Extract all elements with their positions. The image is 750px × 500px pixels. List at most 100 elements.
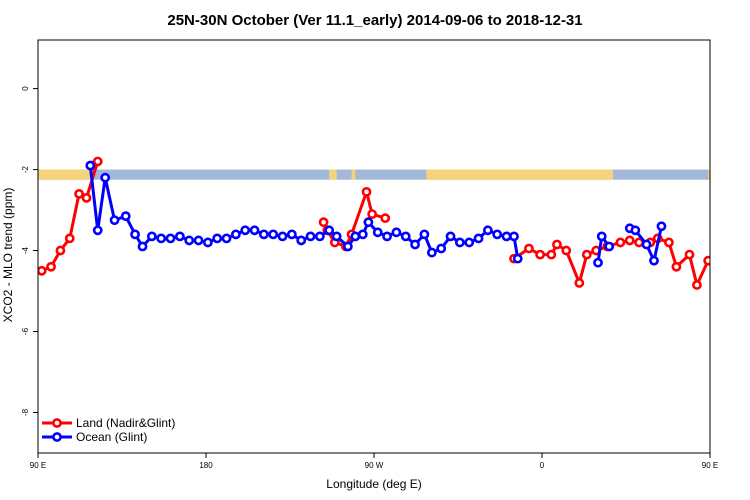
data-point <box>258 229 269 240</box>
data-point <box>419 229 430 240</box>
data-point <box>165 233 176 244</box>
data-point <box>296 235 307 246</box>
data-point <box>454 237 465 248</box>
data-point <box>482 225 493 236</box>
data-point <box>212 233 223 244</box>
data-point <box>156 233 167 244</box>
data-point <box>357 229 368 240</box>
ocean-band <box>38 169 710 180</box>
data-point <box>561 245 572 256</box>
data-point <box>734 247 741 254</box>
data-point <box>501 231 512 242</box>
data-point <box>318 217 329 228</box>
data-point <box>546 249 557 260</box>
data-point <box>286 229 297 240</box>
chart-title: 25N-30N October (Ver 11.1_early) 2014-09… <box>167 12 582 29</box>
data-point <box>202 237 213 248</box>
data-point <box>120 211 131 222</box>
data-point <box>268 229 279 240</box>
data-point <box>596 231 607 242</box>
data-point <box>615 237 626 248</box>
data-point <box>55 245 66 256</box>
data-point <box>184 235 195 246</box>
data-point <box>714 267 721 274</box>
data-point <box>342 241 353 252</box>
data-point <box>649 255 659 266</box>
data-point <box>363 217 374 228</box>
legend-marker <box>52 418 62 428</box>
data-point <box>137 241 148 252</box>
x-tick-label: 90 E <box>702 461 718 470</box>
data-point <box>146 231 157 242</box>
data-point <box>509 231 519 242</box>
data-point <box>630 225 641 236</box>
data-point <box>445 231 456 242</box>
series-line <box>513 236 710 287</box>
data-point <box>130 229 140 240</box>
x-tick-label: 0 <box>540 461 545 470</box>
data-point <box>46 261 56 272</box>
data-point <box>109 215 120 226</box>
legend-label: Land (Nadir&Glint) <box>76 416 175 430</box>
data-point <box>671 261 682 272</box>
data-point <box>692 280 702 290</box>
data-point <box>464 237 475 248</box>
data-point <box>305 231 316 242</box>
data-point <box>703 255 710 266</box>
data-point <box>85 160 96 171</box>
data-point <box>221 233 232 244</box>
legend-marker <box>52 432 62 442</box>
y-tick-label: -2 <box>21 165 30 173</box>
land-band-segment <box>708 169 710 180</box>
data-point <box>350 231 361 242</box>
x-tick-label: 180 <box>199 461 213 470</box>
data-point <box>723 263 730 270</box>
legend: Land (Nadir&Glint)Ocean (Glint) <box>42 416 175 444</box>
x-axis-label: Longitude (deg E) <box>326 477 421 491</box>
y-axis-label: XCO2 - MLO trend (ppm) <box>1 188 15 323</box>
data-point <box>372 227 383 238</box>
data-point <box>249 225 260 236</box>
data-point <box>38 265 47 276</box>
data-point <box>436 243 447 254</box>
data-point <box>391 227 402 238</box>
data-point <box>581 249 592 260</box>
legend-label: Ocean (Glint) <box>76 430 147 444</box>
data-point <box>535 249 546 260</box>
data-point <box>367 209 378 220</box>
y-tick-label: -4 <box>21 246 30 254</box>
data-point <box>552 239 562 250</box>
data-point <box>426 247 437 258</box>
y-tick-label: -6 <box>21 327 30 335</box>
land-band-segment <box>38 169 91 180</box>
data-point <box>380 213 391 224</box>
data-point <box>64 233 75 244</box>
land-band-segment <box>426 169 613 180</box>
data-point <box>684 249 695 260</box>
series-ocean <box>85 160 667 268</box>
data-point <box>174 231 185 242</box>
surface-type-band <box>38 169 710 180</box>
data-point <box>664 237 674 248</box>
data-point <box>361 186 372 197</box>
data-point <box>193 235 204 246</box>
data-point <box>230 229 241 240</box>
data-point <box>512 253 523 264</box>
data-point <box>331 231 342 242</box>
data-point <box>410 239 420 250</box>
x-axis-ticks: 90 E 180 90 W 0 90 E <box>30 453 718 470</box>
data-point <box>92 225 103 236</box>
data-point <box>492 229 503 240</box>
data-point <box>524 243 534 254</box>
data-point <box>744 235 750 242</box>
y-axis-ticks: 0 -2 -4 -6 -8 <box>21 86 38 416</box>
data-point <box>656 221 667 232</box>
x-tick-label: 90 W <box>365 461 384 470</box>
data-point <box>624 235 635 246</box>
data-point <box>81 193 92 203</box>
data-point <box>74 188 84 199</box>
land-band-segment <box>351 169 356 180</box>
data-point <box>604 241 615 252</box>
